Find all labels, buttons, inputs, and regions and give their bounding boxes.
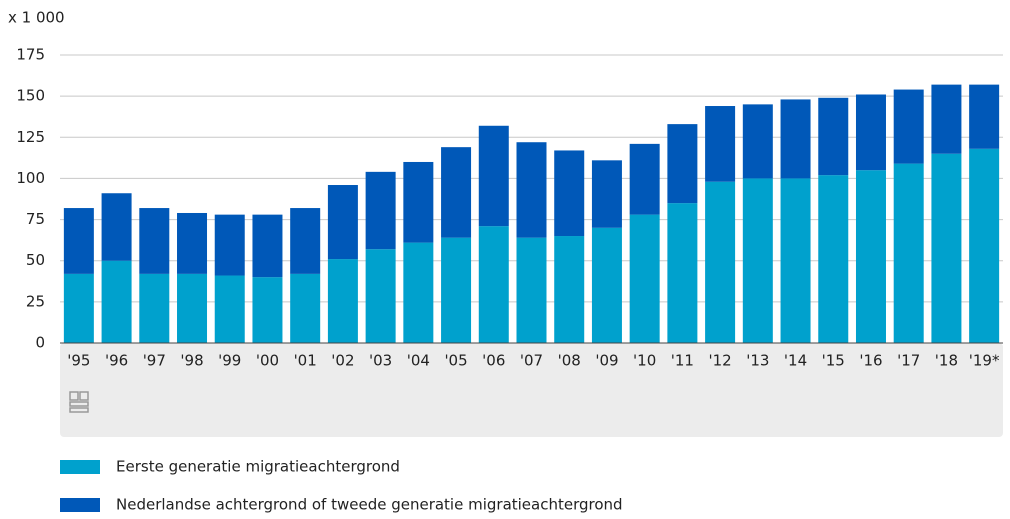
x-tick-label: '14 bbox=[784, 352, 807, 370]
bar-segment bbox=[629, 143, 660, 215]
logo bbox=[69, 391, 89, 413]
y-unit-label: x 1 000 bbox=[8, 9, 65, 27]
x-tick-label: '15 bbox=[822, 352, 845, 370]
bar-segment bbox=[931, 84, 962, 154]
bar-segment bbox=[931, 153, 962, 343]
x-tick-label: '03 bbox=[369, 352, 392, 370]
bar-segment bbox=[478, 125, 509, 227]
bar-segment bbox=[554, 150, 585, 237]
legend-label: Eerste generatie migratieachtergrond bbox=[116, 458, 400, 476]
bar-segment bbox=[101, 260, 132, 343]
x-tick-label: '96 bbox=[105, 352, 128, 370]
bar-segment bbox=[365, 171, 396, 250]
bar-segment bbox=[478, 226, 509, 343]
x-tick-label: '99 bbox=[218, 352, 241, 370]
bar-segment bbox=[554, 236, 585, 343]
x-tick-label: '06 bbox=[482, 352, 505, 370]
bar-segment bbox=[214, 214, 245, 276]
bar-segment bbox=[780, 178, 811, 343]
bar-segment bbox=[629, 214, 660, 343]
bar-segment bbox=[139, 273, 170, 343]
bar-segment bbox=[667, 124, 698, 204]
bar-segment bbox=[327, 185, 358, 260]
y-tick-label: 125 bbox=[16, 128, 45, 146]
bar-segment bbox=[705, 106, 736, 182]
bar-segment bbox=[177, 273, 208, 343]
bar-segment bbox=[893, 163, 924, 343]
bar-segment bbox=[403, 242, 434, 343]
x-tick-label: '17 bbox=[897, 352, 920, 370]
bar-segment bbox=[441, 147, 472, 238]
bar-segment bbox=[101, 193, 132, 261]
legend-label: Nederlandse achtergrond of tweede genera… bbox=[116, 496, 623, 514]
legend-swatch bbox=[60, 460, 100, 474]
bar-segment bbox=[969, 84, 1000, 149]
x-tick-label: '12 bbox=[708, 352, 731, 370]
bar-segment bbox=[591, 227, 622, 343]
bar-segment bbox=[252, 214, 283, 278]
bar-segment bbox=[855, 170, 886, 343]
x-tick-label: '11 bbox=[671, 352, 694, 370]
bar-segment bbox=[742, 104, 773, 179]
bar-segment bbox=[969, 148, 1000, 343]
x-tick-label: '02 bbox=[331, 352, 354, 370]
bar-segment bbox=[818, 175, 849, 343]
bar-segment bbox=[177, 212, 208, 274]
y-tick-label: 25 bbox=[26, 292, 45, 310]
x-tick-label: '05 bbox=[444, 352, 467, 370]
y-tick-label: 50 bbox=[26, 251, 45, 269]
x-tick-label: '97 bbox=[143, 352, 166, 370]
bar-segment bbox=[290, 208, 321, 274]
bar-segment bbox=[705, 181, 736, 343]
bar-segment bbox=[63, 273, 94, 343]
x-tick-label: '95 bbox=[67, 352, 90, 370]
x-tick-label: '10 bbox=[633, 352, 656, 370]
bar-segment bbox=[516, 142, 547, 238]
x-tick-label: '13 bbox=[746, 352, 769, 370]
x-tick-label: '16 bbox=[859, 352, 882, 370]
bar-segment bbox=[742, 178, 773, 343]
y-tick-label: 150 bbox=[16, 87, 45, 105]
x-tick-label: '07 bbox=[520, 352, 543, 370]
x-tick-label: '98 bbox=[180, 352, 203, 370]
x-tick-label: '18 bbox=[935, 352, 958, 370]
bar-segment bbox=[63, 208, 94, 274]
bar-segment bbox=[327, 259, 358, 343]
y-tick-label: 0 bbox=[35, 334, 45, 352]
bar-segment bbox=[780, 99, 811, 179]
y-tick-label: 175 bbox=[16, 46, 45, 64]
y-tick-label: 75 bbox=[26, 210, 45, 228]
bar-segment bbox=[214, 275, 245, 343]
x-tick-label: '01 bbox=[294, 352, 317, 370]
bar-segment bbox=[403, 161, 434, 243]
bar-segment bbox=[139, 208, 170, 274]
x-tick-label: '09 bbox=[595, 352, 618, 370]
legend-swatch bbox=[60, 498, 100, 512]
bar-segment bbox=[252, 277, 283, 343]
bar-segment bbox=[893, 89, 924, 164]
axis-panel bbox=[60, 343, 1003, 437]
bar-segment bbox=[290, 273, 321, 343]
bar-segment bbox=[818, 97, 849, 176]
bar-segment bbox=[441, 237, 472, 343]
x-tick-label: '04 bbox=[407, 352, 430, 370]
bar-segment bbox=[365, 249, 396, 343]
bar-segment bbox=[591, 160, 622, 228]
x-tick-label: '19* bbox=[969, 352, 1000, 370]
x-tick-label: '08 bbox=[558, 352, 581, 370]
bar-segment bbox=[516, 237, 547, 343]
y-tick-label: 100 bbox=[16, 169, 45, 187]
bar-segment bbox=[667, 203, 698, 343]
x-tick-label: '00 bbox=[256, 352, 279, 370]
bar-segment bbox=[855, 94, 886, 171]
